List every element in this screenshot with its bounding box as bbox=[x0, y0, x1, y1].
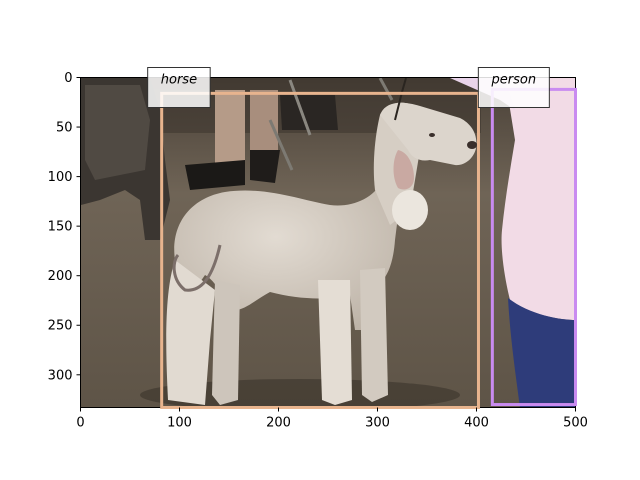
y-tick-label: 200 bbox=[48, 269, 73, 284]
bbox-label: horse bbox=[161, 73, 197, 88]
bbox-label-box bbox=[147, 67, 211, 108]
x-tick-label: 300 bbox=[365, 416, 390, 431]
bbox-person: person bbox=[477, 67, 577, 407]
dog-eye bbox=[429, 133, 435, 137]
bounding-boxes: horse person bbox=[147, 67, 577, 409]
chair-leg bbox=[268, 119, 294, 171]
dog-ear bbox=[393, 150, 414, 190]
y-tick-label: 0 bbox=[64, 71, 72, 86]
background-bag bbox=[280, 95, 338, 130]
background-shoe-1 bbox=[185, 160, 245, 190]
y-tick-label: 250 bbox=[48, 319, 73, 334]
y-tick-label: 300 bbox=[48, 368, 73, 383]
background-shoe-2 bbox=[250, 150, 280, 183]
background-leg-1 bbox=[215, 90, 245, 170]
dog bbox=[166, 78, 477, 405]
x-tick-label: 100 bbox=[167, 416, 192, 431]
dog-hind-leg-2 bbox=[212, 280, 240, 405]
background-dog-fur bbox=[85, 85, 150, 180]
chair-leg bbox=[288, 79, 312, 136]
dog-tail bbox=[172, 244, 222, 292]
bbox-label: person bbox=[491, 73, 537, 88]
person-top bbox=[501, 78, 576, 320]
x-tick-label: 0 bbox=[76, 416, 84, 431]
y-tick-label: 100 bbox=[48, 170, 73, 185]
dog-front-leg-2 bbox=[360, 268, 388, 402]
y-tick-label: 50 bbox=[56, 121, 73, 136]
y-tick-label: 150 bbox=[48, 220, 73, 235]
dog-nose bbox=[467, 141, 477, 149]
bbox-horse: horse bbox=[147, 67, 480, 409]
dog-hind-leg bbox=[166, 260, 215, 405]
x-tick-label: 200 bbox=[266, 416, 291, 431]
dog-ear-tassel bbox=[392, 190, 428, 230]
bbox-label-box bbox=[477, 67, 550, 108]
x-tick-label: 500 bbox=[563, 416, 588, 431]
x-axis: 0 100 200 300 400 500 bbox=[76, 407, 588, 431]
bbox-rect bbox=[160, 91, 480, 409]
dog-front-leg bbox=[318, 280, 352, 405]
x-tick-label: 400 bbox=[464, 416, 489, 431]
chair-leg bbox=[378, 78, 394, 101]
y-axis: 0 50 100 150 200 250 300 bbox=[48, 71, 81, 383]
photo bbox=[81, 78, 576, 408]
dog-head bbox=[380, 102, 477, 166]
person-jeans bbox=[508, 298, 576, 408]
